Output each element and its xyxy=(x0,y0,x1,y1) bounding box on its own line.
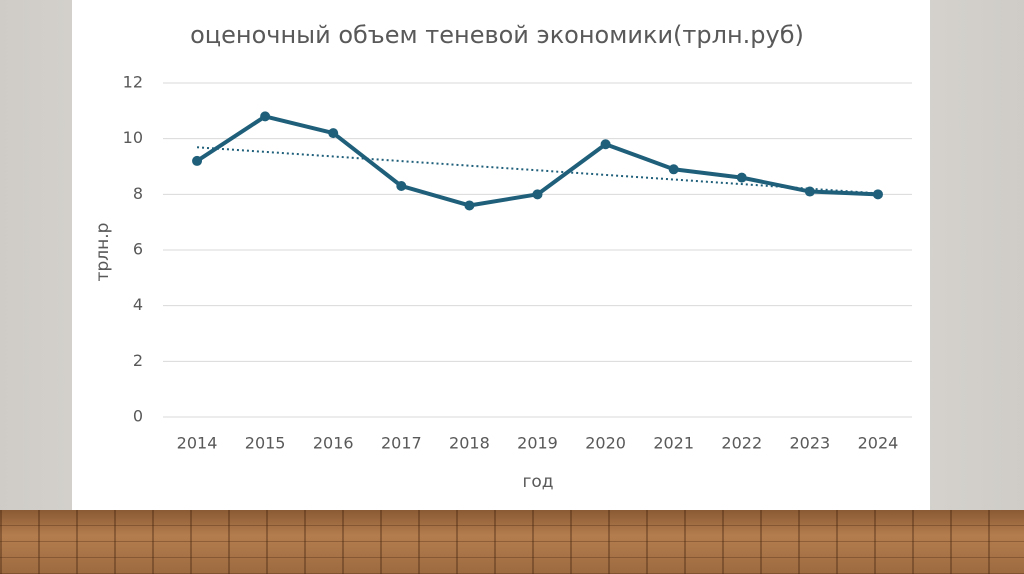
y-tick-label: 10 xyxy=(123,128,143,147)
data-point xyxy=(804,186,815,197)
data-point xyxy=(668,164,679,175)
x-tick-label: 2021 xyxy=(653,434,694,453)
x-tick-label: 2022 xyxy=(721,434,762,453)
x-tick-label: 2019 xyxy=(517,434,558,453)
data-point xyxy=(872,189,883,200)
trendline xyxy=(196,146,879,195)
x-tick-label: 2018 xyxy=(449,434,490,453)
y-axis-label: трлн.р xyxy=(93,223,113,282)
data-point xyxy=(736,172,747,183)
y-tick-label: 0 xyxy=(133,407,143,426)
y-tick-label: 4 xyxy=(133,295,143,314)
data-point xyxy=(260,111,271,122)
data-point xyxy=(532,189,543,200)
x-tick-label: 2015 xyxy=(245,434,286,453)
data-point xyxy=(396,180,407,191)
data-point xyxy=(600,139,611,150)
y-tick-label: 12 xyxy=(123,73,143,92)
x-axis-label: год xyxy=(522,472,553,492)
y-tick-label: 8 xyxy=(133,184,143,203)
x-tick-label: 2020 xyxy=(585,434,626,453)
x-tick-label: 2016 xyxy=(313,434,354,453)
chart-panel xyxy=(72,0,930,510)
x-tick-label: 2023 xyxy=(790,434,831,453)
x-tick-label: 2017 xyxy=(381,434,422,453)
data-point xyxy=(328,128,339,139)
y-tick-label: 6 xyxy=(133,240,143,259)
chart-title: оценочный объем теневой экономики(трлн.р… xyxy=(190,21,804,49)
wood-floor xyxy=(0,510,1024,574)
data-point xyxy=(464,200,475,211)
data-point xyxy=(192,155,203,166)
x-tick-label: 2014 xyxy=(177,434,218,453)
x-tick-label: 2024 xyxy=(858,434,899,453)
y-tick-label: 2 xyxy=(133,351,143,370)
